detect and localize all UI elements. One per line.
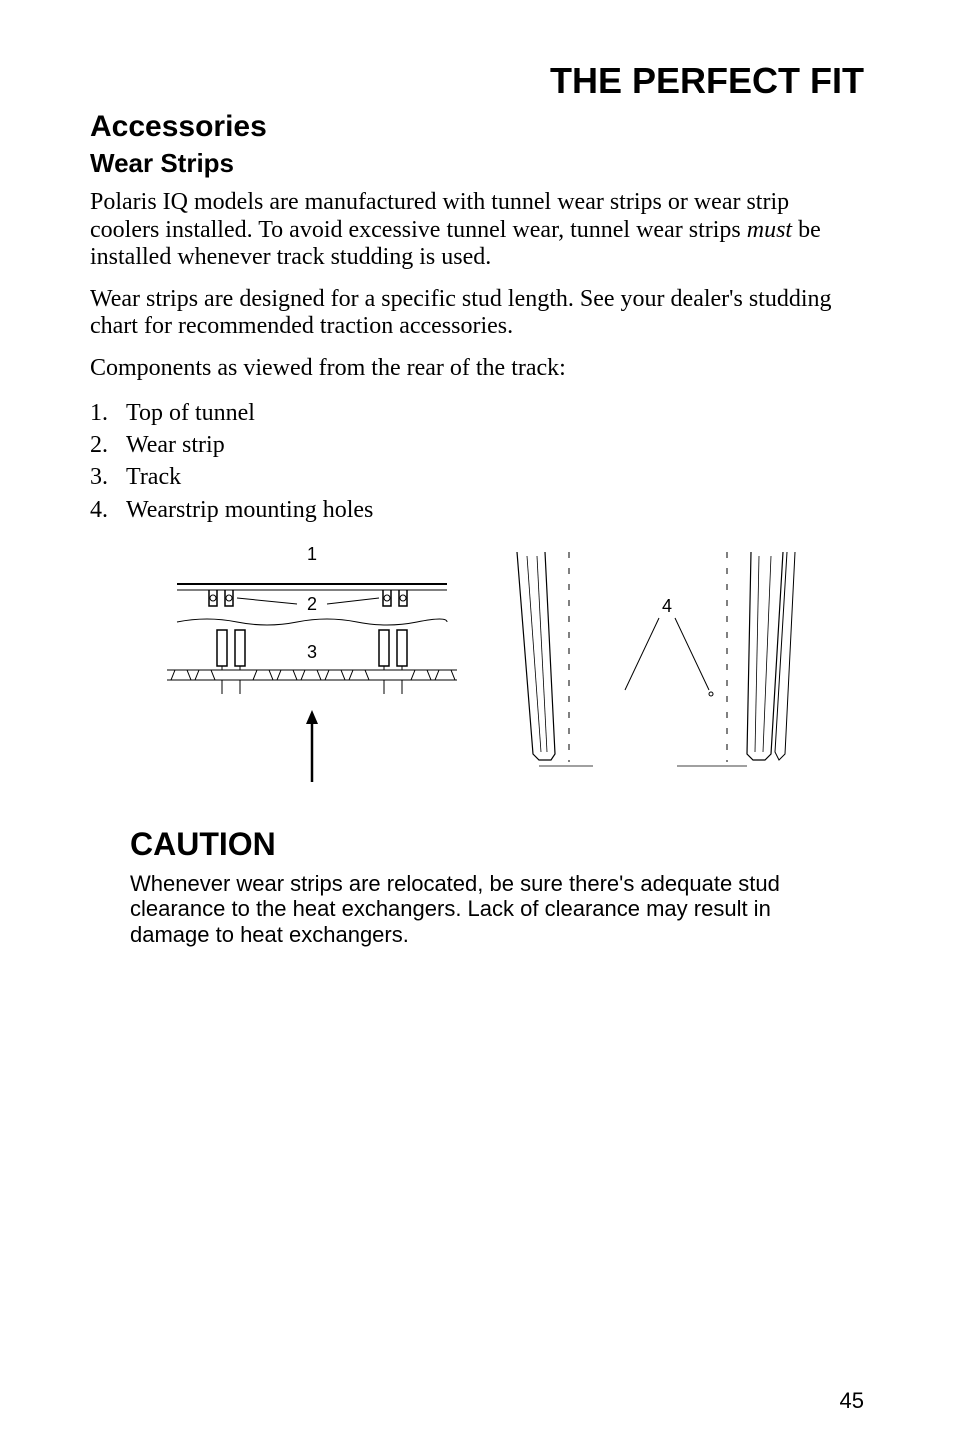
p1-italic: must	[747, 217, 792, 243]
page-number: 45	[840, 1388, 864, 1414]
list-label: Top of tunnel	[126, 397, 255, 429]
list-item: 4. Wearstrip mounting holes	[90, 494, 864, 526]
subsection-heading: Wear Strips	[90, 148, 864, 179]
diagram-label-3: 3	[307, 642, 317, 662]
list-number: 2.	[90, 429, 126, 461]
component-list: 1. Top of tunnel 2. Wear strip 3. Track …	[90, 397, 864, 527]
diagram-area: 1 2 3	[90, 542, 864, 802]
paragraph-3: Components as viewed from the rear of th…	[90, 355, 864, 383]
section-heading: Accessories	[90, 110, 864, 144]
paragraph-1: Polaris IQ models are manufactured with …	[90, 189, 864, 272]
list-number: 1.	[90, 397, 126, 429]
list-number: 4.	[90, 494, 126, 526]
list-item: 1. Top of tunnel	[90, 397, 864, 429]
list-label: Wearstrip mounting holes	[126, 494, 373, 526]
diagram-label-1: 1	[307, 544, 317, 564]
diagram-label-2: 2	[307, 594, 317, 614]
list-label: Wear strip	[126, 429, 225, 461]
caution-heading: CAUTION	[130, 826, 854, 863]
page-title: THE PERFECT FIT	[90, 60, 864, 102]
list-label: Track	[126, 461, 181, 493]
list-number: 3.	[90, 461, 126, 493]
list-item: 2. Wear strip	[90, 429, 864, 461]
diagram-label-4: 4	[662, 596, 672, 616]
caution-block: CAUTION Whenever wear strips are relocat…	[90, 826, 864, 947]
p1-pre: Polaris IQ models are manufactured with …	[90, 189, 789, 243]
list-item: 3. Track	[90, 461, 864, 493]
diagram-mounting-holes: 4	[497, 542, 807, 802]
paragraph-2: Wear strips are designed for a specific …	[90, 286, 864, 341]
diagram-cross-section: 1 2 3	[147, 542, 477, 802]
caution-text: Whenever wear strips are relocated, be s…	[130, 871, 854, 947]
